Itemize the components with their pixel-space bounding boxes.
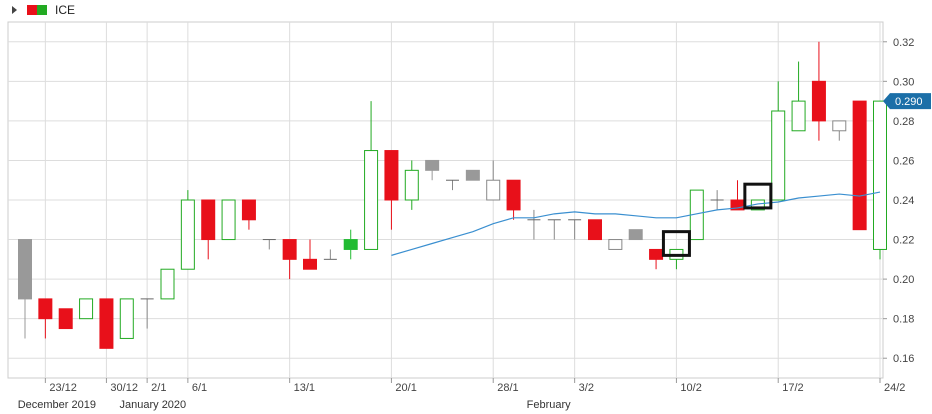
current-price-label: 0.290 — [895, 96, 923, 108]
candle-body — [282, 239, 297, 260]
candle-body — [852, 100, 867, 231]
y-tick-label: 0.28 — [893, 116, 914, 128]
candle-body — [649, 248, 664, 260]
candle-body — [811, 80, 826, 122]
y-tick-label: 0.24 — [893, 195, 914, 207]
y-tick-label: 0.22 — [893, 235, 914, 247]
x-tick-label: 10/2 — [680, 382, 701, 394]
x-tick-label: 24/2 — [884, 382, 905, 394]
candle-body — [873, 100, 887, 250]
x-tick-label: 23/12 — [49, 382, 77, 394]
y-tick-label: 0.18 — [893, 314, 914, 326]
candle-body — [832, 120, 847, 132]
x-tick-label: 2/1 — [151, 382, 166, 394]
candle-body — [425, 159, 440, 171]
candle-body — [160, 268, 175, 300]
candle-body — [608, 239, 623, 250]
red-swatch-icon — [27, 5, 37, 15]
candle-body — [58, 308, 73, 330]
x-tick-label: 13/1 — [294, 382, 315, 394]
candle-body — [221, 199, 236, 241]
y-tick-label: 0.26 — [893, 155, 914, 167]
moving-average-line — [391, 191, 881, 256]
candle-body — [99, 298, 114, 349]
x-tick-label: 6/1 — [192, 382, 207, 394]
candle-body — [180, 199, 195, 270]
candle-body — [18, 239, 32, 300]
x-tick-label: 30/12 — [110, 382, 138, 394]
month-label: February — [527, 399, 572, 411]
candle-body — [201, 199, 216, 241]
x-tick-label: 3/2 — [579, 382, 594, 394]
candle-body — [364, 150, 379, 250]
x-tick-label: 28/1 — [497, 382, 518, 394]
candle-body — [343, 239, 358, 250]
candle-body — [588, 219, 602, 241]
candle-body — [791, 100, 806, 132]
candle-body — [303, 258, 317, 270]
green-swatch-icon — [37, 5, 47, 15]
collapse-triangle-icon[interactable] — [12, 6, 17, 14]
chart-header: ICE — [0, 0, 75, 20]
y-tick-label: 0.30 — [893, 76, 914, 88]
candle-body — [241, 199, 256, 221]
current-price-marker — [883, 93, 931, 110]
candle-body — [119, 298, 134, 339]
y-tick-label: 0.20 — [893, 274, 914, 286]
candle-body — [384, 150, 399, 201]
x-tick-label: 20/1 — [395, 382, 416, 394]
candle-body — [404, 169, 419, 201]
symbol-title: ICE — [55, 3, 76, 17]
y-tick-label: 0.16 — [893, 353, 914, 365]
y-tick-label: 0.32 — [893, 37, 914, 49]
month-label: January 2020 — [120, 399, 187, 411]
month-label: December 2019 — [18, 399, 96, 411]
highlight-box — [743, 182, 773, 210]
candle-body — [79, 298, 94, 320]
candle-body — [38, 298, 53, 320]
candle-body — [465, 169, 480, 181]
candle-body — [628, 229, 643, 241]
x-tick-label: 17/2 — [782, 382, 803, 394]
candle-body — [771, 110, 786, 201]
candle-body — [506, 179, 521, 211]
candle-body — [486, 179, 501, 201]
highlight-box — [661, 230, 691, 257]
